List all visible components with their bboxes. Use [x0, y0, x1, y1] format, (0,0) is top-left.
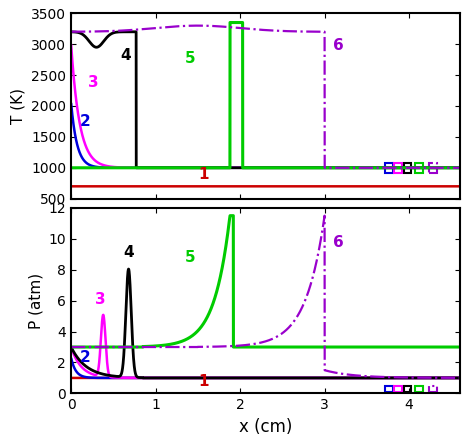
Text: 4: 4 — [120, 48, 131, 63]
Bar — [415, 386, 423, 392]
Bar — [394, 164, 402, 173]
Bar — [403, 164, 411, 173]
Bar — [385, 386, 392, 392]
Bar — [429, 164, 437, 173]
Text: 5: 5 — [185, 250, 196, 265]
Y-axis label: P (atm): P (atm) — [28, 273, 43, 329]
Bar — [415, 164, 423, 173]
Text: 1: 1 — [198, 374, 209, 389]
Text: 3: 3 — [95, 292, 105, 307]
Bar — [385, 164, 392, 173]
Text: 4: 4 — [124, 245, 134, 260]
Text: 6: 6 — [333, 235, 344, 250]
Text: 6: 6 — [333, 38, 344, 53]
Y-axis label: T (K): T (K) — [10, 88, 26, 124]
Bar — [403, 386, 411, 392]
Text: 1: 1 — [198, 167, 209, 182]
Text: 3: 3 — [88, 76, 99, 91]
Bar — [429, 386, 437, 392]
X-axis label: x (cm): x (cm) — [239, 418, 292, 436]
Text: 2: 2 — [80, 351, 91, 366]
Text: 2: 2 — [80, 114, 91, 129]
Bar — [394, 386, 402, 392]
Text: 5: 5 — [185, 51, 196, 66]
